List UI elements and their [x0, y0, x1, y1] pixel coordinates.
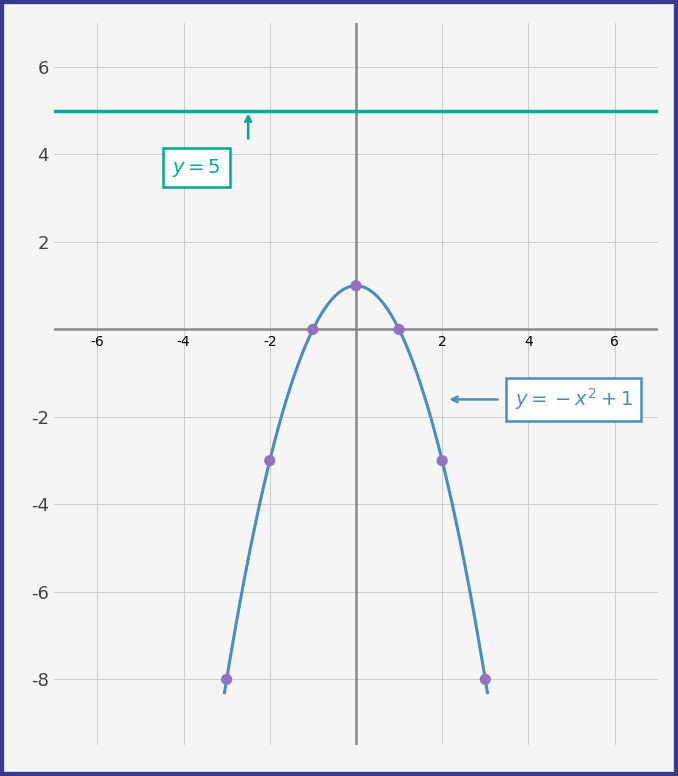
Point	[394, 324, 405, 336]
Point	[480, 673, 491, 685]
Text: $y = 5$: $y = 5$	[172, 157, 221, 178]
Text: $y = -x^2 + 1$: $y = -x^2 + 1$	[515, 386, 633, 412]
Point	[351, 279, 361, 292]
Point	[307, 324, 318, 336]
Point	[264, 455, 275, 467]
Point	[437, 455, 447, 467]
Point	[221, 673, 232, 685]
